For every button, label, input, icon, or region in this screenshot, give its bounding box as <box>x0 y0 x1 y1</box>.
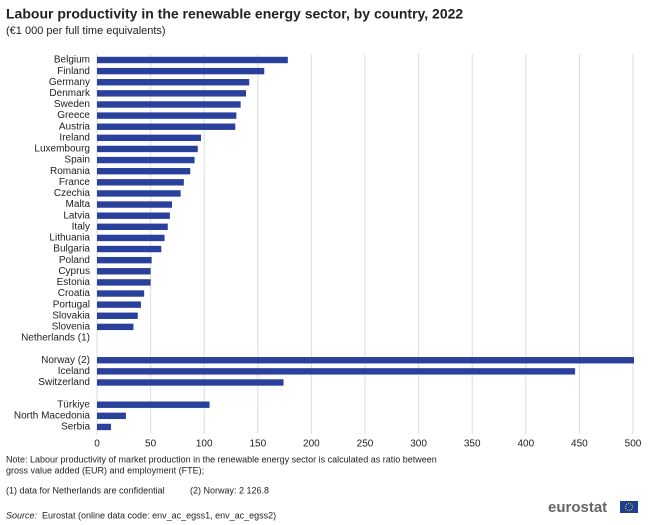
y-tick-label: Romania <box>50 166 90 177</box>
plot-area: 0 50 100 150 200 250 300 350 400 450 500 BelgiumFin… <box>14 54 642 450</box>
y-tick-label: Germany <box>49 77 90 88</box>
y-tick-label: Malta <box>66 199 91 210</box>
y-tick-label: Lithuania <box>49 233 90 244</box>
y-tick-label: Türkiye <box>57 399 90 410</box>
y-tick-label: Italy <box>72 221 90 232</box>
y-tick-label: Finland <box>57 66 90 77</box>
y-tick-label: France <box>59 177 91 188</box>
bar <box>97 156 195 164</box>
bar <box>97 290 145 297</box>
y-tick-label: Netherlands (1) <box>21 333 90 344</box>
y-tick-label: Norway (2) <box>41 355 90 366</box>
logo-text: eurostat <box>548 499 607 516</box>
y-tick-label: Switzerland <box>38 377 90 388</box>
bar <box>97 190 181 197</box>
x-tick-label: 500 <box>625 439 642 450</box>
y-tick-label: Spain <box>64 155 90 166</box>
bar <box>97 201 173 208</box>
bar <box>97 323 134 331</box>
bar <box>97 179 184 186</box>
bar <box>97 412 126 420</box>
x-tick-label: 300 <box>410 439 427 450</box>
y-tick-label: Slovakia <box>52 310 90 321</box>
bar <box>97 101 241 108</box>
y-tick-label: Belgium <box>54 55 90 66</box>
footnote: (2) Norway: 2 126.8 <box>190 485 269 495</box>
logo-flag <box>620 501 638 513</box>
bar <box>97 212 170 219</box>
x-tick-label: 50 <box>145 439 157 450</box>
note: Note: Labour productivity of market prod… <box>6 454 437 464</box>
y-tick-label: Serbia <box>61 422 90 433</box>
bar <box>97 67 265 75</box>
bar <box>97 312 138 319</box>
footnote: (1) data for Netherlands are confidentia… <box>6 485 165 495</box>
bar <box>97 56 288 64</box>
x-tick-label: 400 <box>517 439 534 450</box>
bar <box>97 268 151 275</box>
bars <box>97 56 634 431</box>
logo-stars <box>625 503 633 511</box>
y-tick-label: Slovenia <box>52 322 91 333</box>
y-tick-label: Croatia <box>58 288 91 299</box>
bar <box>97 401 210 408</box>
bar <box>97 357 634 364</box>
bar <box>97 168 191 175</box>
y-tick-label: Cyprus <box>58 266 90 277</box>
y-tick-label: Bulgaria <box>53 244 90 255</box>
x-tick-label: 200 <box>303 439 320 450</box>
bar <box>97 368 576 375</box>
bar <box>97 423 111 431</box>
bar <box>97 379 284 386</box>
bar <box>97 279 151 286</box>
bar <box>97 90 247 97</box>
bar <box>97 123 236 130</box>
y-tick-label: Sweden <box>54 99 90 110</box>
y-tick-label: Greece <box>57 110 90 121</box>
y-tick-label: North Macedonia <box>14 410 91 421</box>
x-tick-label: 450 <box>571 439 588 450</box>
y-tick-label: Iceland <box>58 366 90 377</box>
chart-title: Labour productivity in the renewable ene… <box>6 6 463 22</box>
y-tick-label: Poland <box>59 255 90 266</box>
y-tick-label: Estonia <box>57 277 91 288</box>
bar <box>97 79 250 86</box>
x-tick-label: 250 <box>357 439 374 450</box>
bar <box>97 112 237 119</box>
bar <box>97 234 165 242</box>
note: gross value added (EUR) and employment (… <box>6 465 204 475</box>
bar <box>97 134 201 142</box>
x-tick-label: 150 <box>249 439 266 450</box>
x-tick-label: 100 <box>196 439 213 450</box>
bar <box>97 256 152 264</box>
bar <box>97 301 141 308</box>
source-label: Source: <box>6 510 38 520</box>
y-tick-label: Luxembourg <box>34 144 90 155</box>
source: Eurostat (online data code: env_ac_egss1… <box>42 510 276 520</box>
bar <box>97 245 162 253</box>
y-tick-label: Latvia <box>63 210 90 221</box>
y-tick-label: Denmark <box>49 88 91 99</box>
bar <box>97 223 168 230</box>
bar <box>97 145 198 153</box>
y-tick-label: Portugal <box>53 299 90 310</box>
x-tick-label: 350 <box>464 439 481 450</box>
x-tick-label: 0 <box>94 439 100 450</box>
y-tick-label: Austria <box>59 121 91 132</box>
y-tick-label: Czechia <box>54 188 91 199</box>
y-tick-label: Ireland <box>59 132 90 143</box>
chart-subtitle: (€1 000 per full time equivalents) <box>6 25 166 37</box>
